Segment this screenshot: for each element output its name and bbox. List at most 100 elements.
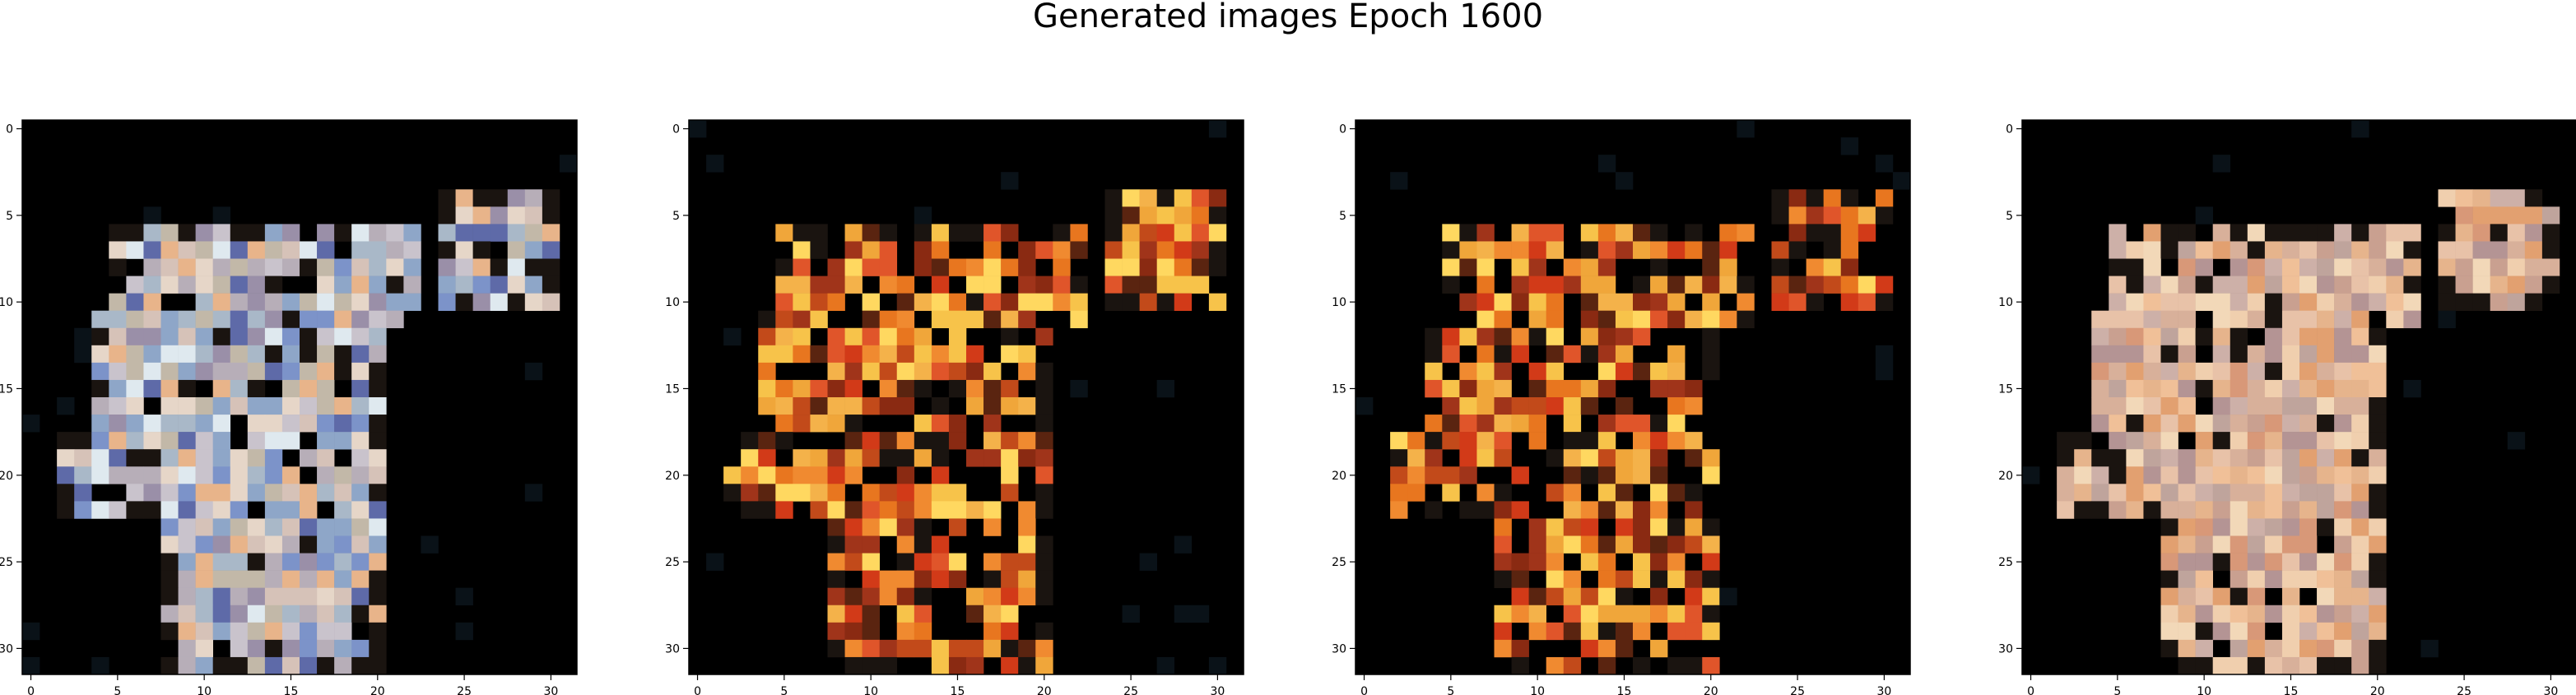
pixel-cell (386, 241, 404, 259)
pixel-cell (1580, 379, 1599, 398)
pixel-cell (351, 466, 370, 484)
pixel-cell (317, 484, 335, 502)
pixel-cell (2091, 466, 2109, 484)
pixel-cell (281, 553, 300, 571)
pixel-cell (247, 310, 266, 329)
x-tick-label: 30 (543, 685, 558, 695)
pixel-cell (403, 224, 421, 242)
pixel-cell (2230, 241, 2248, 259)
pixel-cell (2299, 639, 2318, 658)
pixel-cell (2212, 327, 2231, 346)
pixel-cell (2057, 501, 2075, 519)
pixel-cell (2264, 605, 2283, 623)
pixel-cell (862, 501, 880, 519)
pixel-cell (351, 327, 370, 346)
pixel-cell (264, 276, 283, 294)
pixel-cell (2126, 241, 2144, 259)
pixel-cell (317, 397, 335, 415)
pixel-cell (472, 293, 491, 311)
pixel-cell (879, 345, 898, 364)
pixel-cell (1476, 484, 1495, 502)
pixel-cell (2299, 432, 2318, 450)
y-tick-label: 15 (665, 382, 680, 396)
pixel-cell (1528, 397, 1546, 415)
pixel-cell (126, 224, 144, 242)
x-tick-label: 10 (2197, 685, 2211, 695)
pixel-cell (2264, 553, 2283, 571)
pixel-cell (1001, 327, 1019, 346)
pixel-cell (966, 276, 984, 294)
pixel-cell (1546, 656, 1565, 675)
pixel-cell (2281, 379, 2300, 398)
pixel-cell (317, 587, 335, 606)
pixel-cell (455, 293, 473, 311)
pixel-cell (914, 535, 932, 554)
pixel-cell (1858, 224, 1876, 242)
pixel-cell (2178, 484, 2196, 502)
pixel-cell (2160, 224, 2178, 242)
pixel-cell (247, 415, 266, 433)
pixel-cell (317, 276, 335, 294)
pixel-cell (264, 501, 283, 519)
pixel-cell (2524, 189, 2543, 207)
pixel-cell (2351, 362, 2369, 381)
pixel-cell (827, 605, 845, 623)
pixel-cell (1001, 587, 1019, 606)
pixel-cell (862, 553, 880, 571)
pixel-cell (1070, 276, 1088, 294)
pixel-cell (1580, 466, 1599, 484)
pixel-cell (1633, 276, 1651, 294)
pixel-cell (2195, 449, 2213, 467)
pixel-cell (74, 484, 92, 502)
pixel-cell (1650, 276, 1668, 294)
pixel-cell (109, 432, 127, 450)
pixel-cell (1546, 310, 1565, 329)
pixel-cell (827, 415, 845, 433)
y-tick-label: 30 (1332, 642, 1346, 656)
pixel-cell (931, 432, 950, 450)
pixel-cell (247, 605, 266, 623)
pixel-cell (247, 518, 266, 536)
pixel-cell (1528, 605, 1546, 623)
pixel-cell (844, 501, 863, 519)
pixel-cell (2369, 501, 2387, 519)
pixel-cell (879, 587, 898, 606)
pixel-cell (2299, 241, 2318, 259)
pixel-cell (1001, 172, 1019, 190)
pixel-cell (2109, 310, 2127, 329)
pixel-cell (2195, 484, 2213, 502)
pixel-cell (827, 345, 845, 364)
pixel-cell (2472, 241, 2490, 259)
pixel-cell (300, 501, 318, 519)
pixel-cell (983, 432, 1002, 450)
pixel-cell (2299, 553, 2318, 571)
pixel-cell (438, 206, 456, 225)
pixel-cell (1650, 379, 1668, 398)
pixel-cell (2230, 570, 2248, 588)
pixel-cell (178, 310, 196, 329)
pixel-cell (2160, 449, 2178, 467)
pixel-cell (524, 258, 543, 276)
pixel-cell (2091, 449, 2109, 467)
pixel-cell (1650, 639, 1668, 658)
pixel-cell (178, 553, 196, 571)
pixel-cell (1615, 327, 1634, 346)
pixel-cell (1425, 415, 1443, 433)
pixel-cell (2351, 449, 2369, 467)
pixel-cell (143, 415, 161, 433)
pixel-cell (1650, 310, 1668, 329)
pixel-cell (948, 293, 967, 311)
pixel-cell (1597, 535, 1616, 554)
pixel-cell (143, 258, 161, 276)
pixel-cell (281, 501, 300, 519)
pixel-cell (1563, 258, 1582, 276)
pixel-cell (2455, 241, 2473, 259)
pixel-cell (2369, 276, 2387, 294)
pixel-cell (160, 449, 179, 467)
pixel-cell (2178, 415, 2196, 433)
pixel-cell (1425, 466, 1443, 484)
pixel-cell (2490, 276, 2509, 294)
pixel-cell (983, 397, 1002, 415)
pixel-cell (1122, 241, 1140, 259)
pixel-cell (542, 224, 560, 242)
